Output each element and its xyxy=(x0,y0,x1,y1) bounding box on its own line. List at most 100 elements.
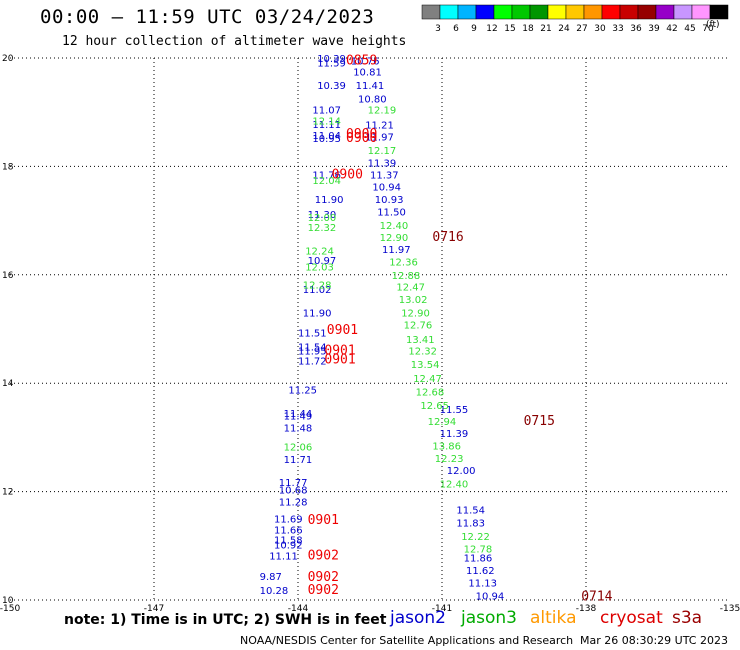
x-tick-label: -147 xyxy=(144,604,164,614)
x-tick-label: -144 xyxy=(288,604,309,614)
point-label-jason2: 11.76 xyxy=(312,171,341,182)
point-label-jason3: 12.17 xyxy=(368,146,397,157)
point-label-jason3: 13.54 xyxy=(411,360,440,371)
point-label-jason2: 11.50 xyxy=(377,207,406,218)
point-label-jason2: 11.69 xyxy=(274,515,303,526)
point-label-jason2: 11.97 xyxy=(382,245,411,256)
legend-label: 3 xyxy=(435,24,441,34)
point-label-jason2: 11.59 xyxy=(317,58,346,69)
point-label-jason3: 12.47 xyxy=(413,374,442,385)
satellite-jason3: jason3 xyxy=(461,608,517,628)
legend-swatch xyxy=(691,4,711,20)
point-label-jason2: 10.92 xyxy=(274,541,303,552)
legend-label: 24 xyxy=(558,24,570,34)
point-label-jason3: 12.32 xyxy=(308,223,337,234)
point-label-jason2: 10.39 xyxy=(317,81,346,92)
point-label-jason3: 12.78 xyxy=(464,545,493,556)
point-label-jason3: 12.03 xyxy=(305,263,334,274)
point-label-jason2: 10.28 xyxy=(260,586,289,597)
y-tick-label: 18 xyxy=(2,162,14,172)
point-label-cryosat: 0859 xyxy=(346,54,377,69)
point-label-jason3: 12.04 xyxy=(312,176,341,187)
legend-swatch xyxy=(619,4,639,20)
chart-subtitle: 12 hour collection of altimeter wave hei… xyxy=(62,34,407,49)
point-label-jason3: 12.65 xyxy=(420,401,449,412)
point-label-jason2: 11.71 xyxy=(284,455,313,466)
chart-axes: -150 -147 -144 -141 -138 -135 10 12 14 16 18 20 xyxy=(0,54,740,614)
point-label-jason2: 11.21 xyxy=(365,121,394,132)
point-label-jason2: 11.66 xyxy=(274,526,303,537)
legend-swatch xyxy=(565,4,585,20)
point-label-cryosat: 0902 xyxy=(308,549,339,564)
credit-line: NOAA/NESDIS Center for Satellite Applica… xyxy=(240,634,574,647)
legend-label: 12 xyxy=(486,24,497,34)
point-label-jason2: 11.58 xyxy=(274,535,303,546)
point-label-jason2: 10.94 xyxy=(476,592,505,603)
satellite-cryosat: cryosat xyxy=(600,608,663,628)
satellite-jason2: jason2 xyxy=(390,608,446,628)
point-label-jason3: 12.68 xyxy=(416,387,445,398)
point-label-jason2: 12.00 xyxy=(447,466,476,477)
point-label-jason3: 12.47 xyxy=(396,283,425,294)
point-label-jason2: 11.39 xyxy=(440,429,469,440)
legend-swatch xyxy=(493,4,513,20)
point-label-jason3: 12.14 xyxy=(312,116,341,127)
point-label-jason2: 11.41 xyxy=(356,81,385,92)
point-label-jason3: 12.90 xyxy=(380,233,409,244)
legend-swatch xyxy=(439,4,459,20)
y-tick-label: 20 xyxy=(2,54,14,64)
legend-label: 15 xyxy=(504,24,515,34)
point-label-jason3: 12.06 xyxy=(284,443,313,454)
legend-label: 6 xyxy=(453,24,459,34)
legend-label: 18 xyxy=(522,24,534,34)
y-tick-label: 14 xyxy=(2,379,14,389)
legend-swatch xyxy=(547,4,567,20)
point-label-jason2: 10.95 xyxy=(312,134,341,145)
point-label-jason2: 11.11 xyxy=(312,120,341,131)
x-tick-label: -135 xyxy=(720,604,740,614)
point-label-jason2: 11.37 xyxy=(370,171,399,182)
point-label-s3a: 0715 xyxy=(524,414,555,429)
point-label-jason2: 11.04 xyxy=(312,131,341,142)
point-label-s3a: 0714 xyxy=(581,590,612,605)
legend-swatch xyxy=(583,4,603,20)
point-label-jason3: 12.40 xyxy=(440,479,469,490)
point-label-jason2: 10.80 xyxy=(358,95,387,106)
chart-points: 10.3911.5910.3911.0711.1111.0410.9511.76… xyxy=(260,54,613,605)
point-label-jason3: 12.90 xyxy=(401,309,430,320)
point-label-jason2: 11.39 xyxy=(368,159,397,170)
point-label-cryosat: 0901 xyxy=(308,513,339,528)
legend-swatch xyxy=(511,4,531,20)
satellite-altika: altika xyxy=(530,608,577,628)
point-label-jason3: 12.00 xyxy=(308,213,337,224)
point-label-jason2: 11.62 xyxy=(466,566,495,577)
point-label-jason3: 12.40 xyxy=(380,221,409,232)
point-label-jason2: 11.11 xyxy=(269,552,298,563)
point-label-jason2: 11.77 xyxy=(279,478,308,489)
legend-swatch xyxy=(637,4,657,20)
point-label-jason2: 10.68 xyxy=(279,485,308,496)
point-label-cryosat: 0900 xyxy=(346,131,377,146)
legend-swatch xyxy=(655,4,675,20)
point-label-jason2: 11.95 xyxy=(298,347,327,358)
footer-note: note: 1) Time is in UTC; 2) SWH is in fe… xyxy=(64,612,387,628)
point-label-jason2: 11.83 xyxy=(456,518,485,529)
point-label-jason2: 11.49 xyxy=(284,412,313,423)
point-label-jason2: 11.02 xyxy=(303,285,332,296)
legend-label: 70 xyxy=(702,24,714,34)
point-label-cryosat: 0900 xyxy=(332,168,363,183)
point-label-jason2: 11.90 xyxy=(315,195,344,206)
legend-label: 9 xyxy=(471,24,477,34)
y-tick-label: 12 xyxy=(2,488,13,498)
y-tick-label: 10 xyxy=(2,596,14,606)
point-label-jason2: 11.44 xyxy=(284,409,313,420)
generated-timestamp: Mar 26 08:30:29 UTC 2023 xyxy=(580,634,728,647)
legend-label: 42 xyxy=(666,24,677,34)
point-label-jason3: 13.02 xyxy=(399,295,428,306)
point-label-jason2: 11.25 xyxy=(288,386,317,397)
legend-swatch xyxy=(709,4,729,20)
color-legend: 3 6 9 12 15 18 21 24 27 30 33 36 39 42 45 70 xyxy=(421,4,729,34)
point-label-jason2: 11.90 xyxy=(303,309,332,320)
legend-label: 21 xyxy=(540,24,551,34)
point-label-jason3: 13.41 xyxy=(406,335,435,346)
